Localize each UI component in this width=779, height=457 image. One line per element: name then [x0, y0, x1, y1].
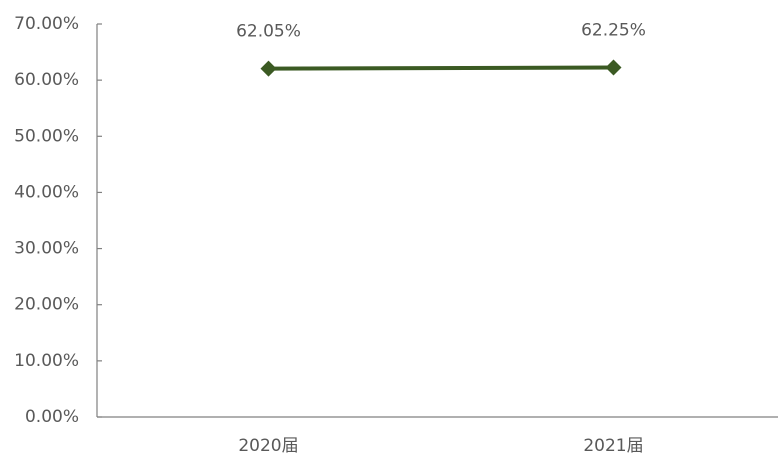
- y-tick-label: 10.00%: [14, 351, 79, 371]
- y-tick-label: 50.00%: [14, 126, 79, 146]
- marker: [605, 59, 622, 76]
- x-tick-label: 2020届: [238, 436, 298, 456]
- data-label: 62.25%: [581, 21, 646, 41]
- marker: [260, 60, 277, 77]
- y-tick-label: 70.00%: [14, 14, 79, 34]
- data-label: 62.05%: [236, 22, 301, 42]
- y-tick-label: 60.00%: [14, 70, 79, 90]
- line: [268, 65, 614, 71]
- y-tick-label: 20.00%: [14, 295, 79, 315]
- y-tick-label: 0.00%: [25, 407, 79, 427]
- y-tick-label: 40.00%: [14, 182, 79, 202]
- y-tick-label: 30.00%: [14, 239, 79, 259]
- x-tick-label: 2021届: [583, 436, 643, 456]
